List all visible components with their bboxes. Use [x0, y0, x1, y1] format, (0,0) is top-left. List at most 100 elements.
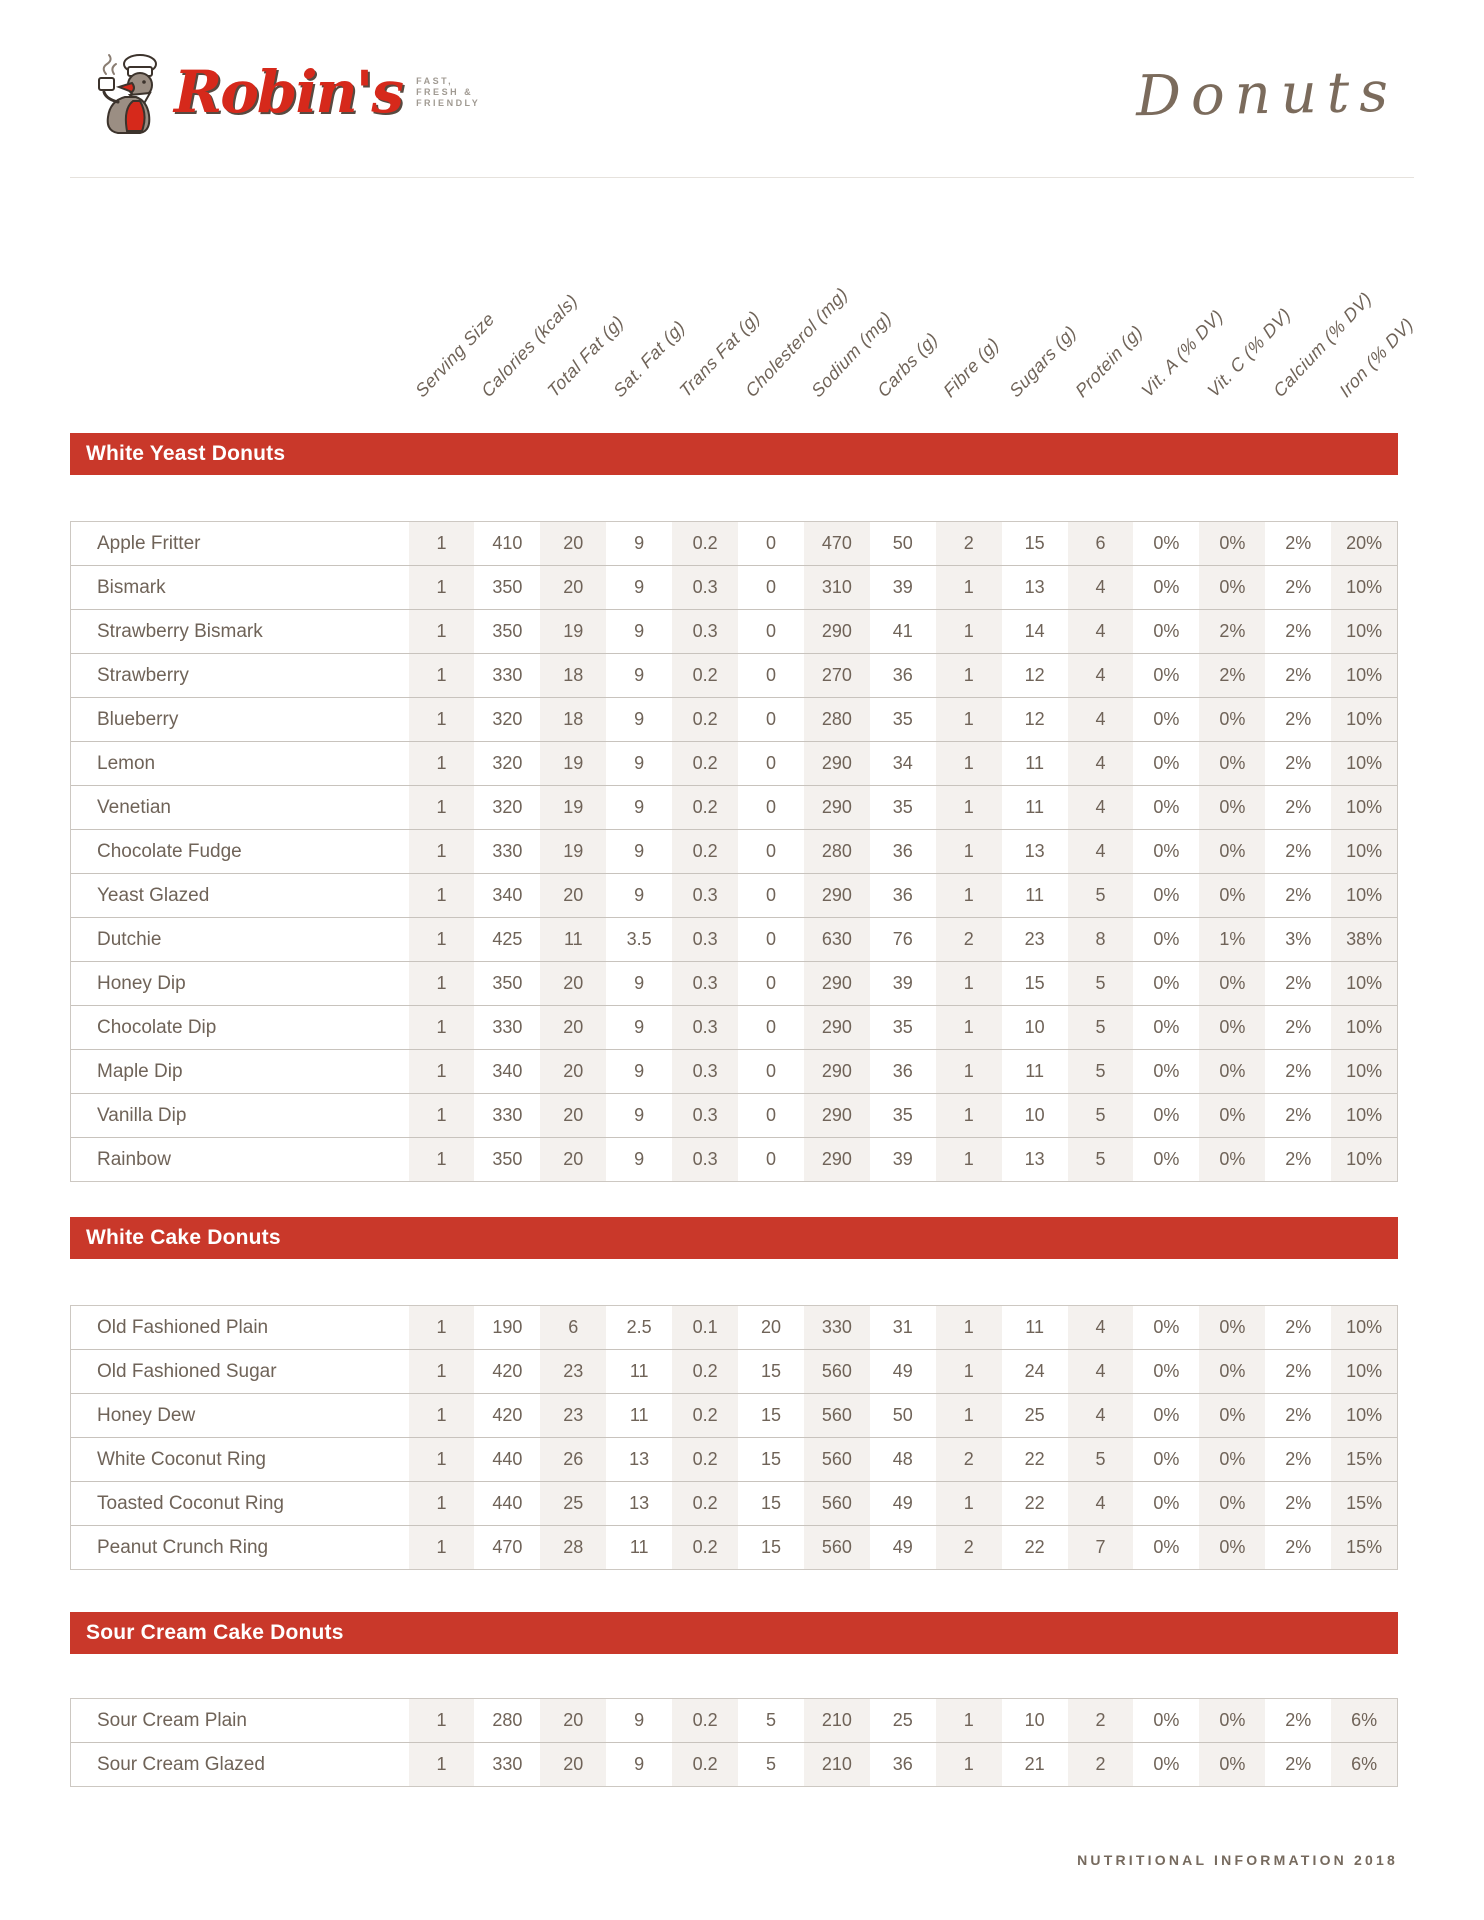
value-cell: 20	[540, 962, 607, 1005]
value-cell: 0%	[1199, 698, 1266, 741]
value-cell: 36	[892, 841, 913, 861]
robins-logo: Robin's FAST, FRESH & FRIENDLY	[88, 52, 480, 141]
logo-tagline: FAST, FRESH & FRIENDLY	[416, 76, 480, 109]
value-cell: 0%	[1199, 1306, 1266, 1349]
value-cell: 0	[765, 1105, 776, 1125]
value-cell: 2%	[1285, 1754, 1312, 1774]
value-cell: 6	[540, 1306, 607, 1349]
value-cell: 19	[540, 742, 607, 785]
value-cell: 15%	[1331, 1438, 1398, 1481]
value-cell: 0	[765, 621, 776, 641]
column-header-label: Sugars (g)	[1005, 321, 1081, 402]
value-cell: 280	[803, 698, 870, 741]
value-cell: 3.5	[626, 929, 652, 949]
value-cell: 1	[408, 1743, 475, 1786]
value-cell: 1	[935, 610, 1002, 653]
value-cell: 2%	[1285, 753, 1312, 773]
row-label: Vanilla Dip	[97, 1104, 187, 1126]
value-cell: 0%	[1199, 962, 1266, 1005]
value-cell: 290	[803, 1138, 870, 1181]
value-cell: 15	[760, 1537, 782, 1557]
value-cell: 24	[1024, 1361, 1045, 1381]
value-cell: 0.2	[672, 1482, 739, 1525]
value-cell: 1	[935, 1743, 1002, 1786]
table-row: Blueberry 1 320 18 9 0.2 0 280 35 1 12 4 0% 0% 2% 10%	[71, 697, 1398, 741]
row-label: White Coconut Ring	[97, 1448, 266, 1470]
value-cell: 10%	[1331, 962, 1398, 1005]
value-cell: 18	[540, 654, 607, 697]
value-cell: 9	[634, 1710, 645, 1730]
value-cell: 36	[892, 885, 913, 905]
value-cell: 19	[540, 786, 607, 829]
value-cell: 35	[892, 797, 913, 817]
value-cell: 1	[408, 1482, 475, 1525]
value-cell: 4	[1067, 698, 1134, 741]
value-cell: 2%	[1285, 1710, 1312, 1730]
value-cell: 4	[1067, 830, 1134, 873]
value-cell: 2%	[1285, 1493, 1312, 1513]
value-cell: 0	[765, 665, 776, 685]
value-cell: 0.3	[672, 1006, 739, 1049]
value-cell: 15%	[1331, 1482, 1398, 1525]
row-label: Venetian	[97, 796, 171, 818]
value-cell: 36	[892, 1061, 913, 1081]
value-cell: 20	[540, 1050, 607, 1093]
value-cell: 38%	[1331, 918, 1398, 961]
value-cell: 1	[408, 654, 475, 697]
value-cell: 11	[1025, 797, 1044, 817]
tagline-line: FRESH &	[416, 87, 474, 97]
value-cell: 340	[492, 1061, 523, 1081]
value-cell: 0%	[1153, 1361, 1180, 1381]
value-cell: 0.1	[672, 1306, 739, 1349]
value-cell: 9	[634, 973, 645, 993]
value-cell: 0	[765, 1149, 776, 1169]
value-cell: 0%	[1199, 522, 1266, 565]
value-cell: 0%	[1199, 1050, 1266, 1093]
value-cell: 9	[634, 753, 645, 773]
value-cell: 19	[540, 610, 607, 653]
value-cell: 0.2	[672, 698, 739, 741]
section-title: White Yeast Donuts	[86, 442, 286, 465]
table-row: Strawberry 1 330 18 9 0.2 0 270 36 1 12 4 0% 2% 2% 10%	[71, 653, 1398, 697]
table-row: Vanilla Dip 1 330 20 9 0.3 0 290 35 1 10 5 0% 0% 2% 10%	[71, 1093, 1398, 1137]
row-label: Honey Dew	[97, 1404, 196, 1426]
value-cell: 35	[892, 709, 913, 729]
row-label: Apple Fritter	[97, 532, 201, 554]
tagline-line: FAST,	[416, 76, 454, 86]
value-cell: 350	[492, 577, 523, 597]
value-cell: 4	[1067, 1306, 1134, 1349]
row-label: Bismark	[97, 576, 166, 598]
value-cell: 2%	[1285, 1317, 1312, 1337]
value-cell: 1	[935, 830, 1002, 873]
value-cell: 12	[1024, 709, 1045, 729]
value-cell: 0%	[1153, 841, 1180, 861]
value-cell: 10%	[1331, 1394, 1398, 1437]
value-cell: 2	[935, 918, 1002, 961]
table-row: Sour Cream Glazed 1 330 20 9 0.2 5 210 36 1 21 2 0% 0…	[71, 1742, 1398, 1786]
value-cell: 0%	[1153, 1493, 1180, 1513]
value-cell: 350	[492, 1149, 523, 1169]
value-cell: 4	[1067, 742, 1134, 785]
value-cell: 1	[408, 962, 475, 1005]
value-cell: 0	[765, 797, 776, 817]
value-cell: 2%	[1285, 1017, 1312, 1037]
section-header: White Cake Donuts	[70, 1217, 1398, 1259]
value-cell: 11	[629, 1405, 649, 1425]
value-cell: 6	[1067, 522, 1134, 565]
value-cell: 34	[892, 753, 913, 773]
value-cell: 0%	[1153, 1105, 1180, 1125]
value-cell: 340	[492, 885, 523, 905]
value-cell: 1	[935, 698, 1002, 741]
value-cell: 0	[765, 1017, 776, 1037]
value-cell: 6%	[1331, 1699, 1398, 1742]
value-cell: 23	[540, 1394, 607, 1437]
table-row: Old Fashioned Plain 1 190 6 2.5 0.1 20 330 31 1 11…	[71, 1306, 1398, 1349]
row-label: Peanut Crunch Ring	[97, 1536, 269, 1558]
table-row: Old Fashioned Sugar 1 420 23 11 0.2 15 560 49 1 24…	[71, 1349, 1398, 1393]
row-label: Honey Dip	[97, 972, 186, 994]
value-cell: 21	[1024, 1754, 1045, 1774]
value-cell: 7	[1067, 1526, 1134, 1569]
table-row: Rainbow 1 350 20 9 0.3 0 290 39 1 13 5 0% 0% 2% 10%	[71, 1137, 1398, 1181]
value-cell: 23	[1024, 929, 1045, 949]
value-cell: 0%	[1153, 1710, 1180, 1730]
